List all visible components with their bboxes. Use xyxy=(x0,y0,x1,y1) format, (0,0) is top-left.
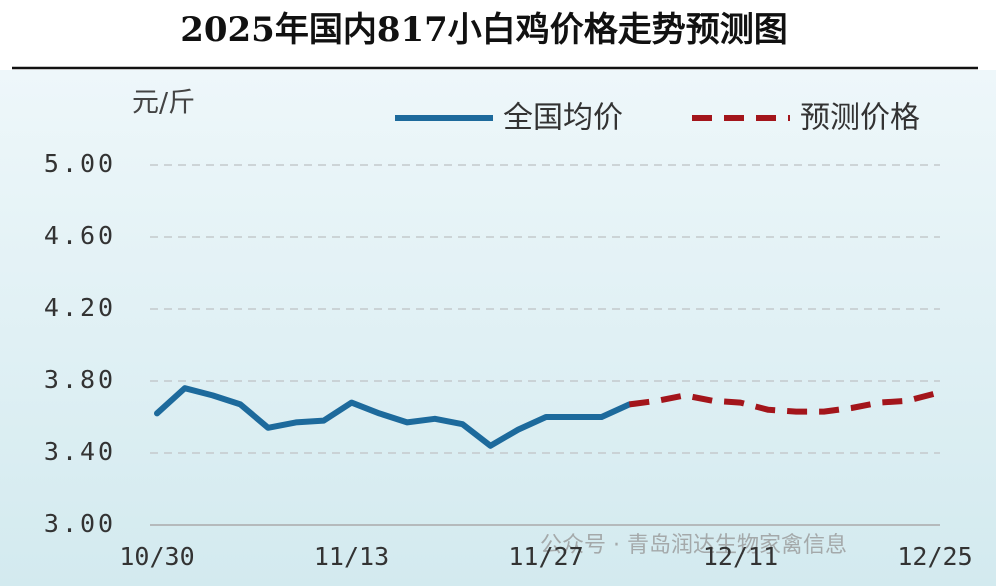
y-tick-label: 3.80 xyxy=(44,365,116,394)
y-tick-label: 3.00 xyxy=(44,509,116,538)
chart-title: 2025年国内817小白鸡价格走势预测图 xyxy=(180,10,788,50)
x-tick-label: 10/30 xyxy=(119,542,194,571)
y-tick-label: 4.20 xyxy=(44,293,116,322)
x-tick-label: 12/25 xyxy=(897,542,972,571)
series-line xyxy=(629,390,936,415)
legend-label: 预测价格 xyxy=(800,101,920,136)
legend-label: 全国均价 xyxy=(503,101,623,136)
watermark: 公众号 · 青岛润达生物家禽信息 xyxy=(540,533,847,558)
y-tick-label: 4.60 xyxy=(44,221,116,250)
x-tick-label: 11/13 xyxy=(314,542,389,571)
y-tick-label: 3.40 xyxy=(44,437,116,466)
plot-background xyxy=(0,70,996,586)
x-tick-label: 11/27 xyxy=(508,542,583,571)
y-axis-label: 元/斤 xyxy=(132,88,195,119)
x-tick-label: 12/11 xyxy=(703,542,778,571)
series-line xyxy=(154,385,633,449)
y-tick-label: 5.00 xyxy=(44,149,116,178)
